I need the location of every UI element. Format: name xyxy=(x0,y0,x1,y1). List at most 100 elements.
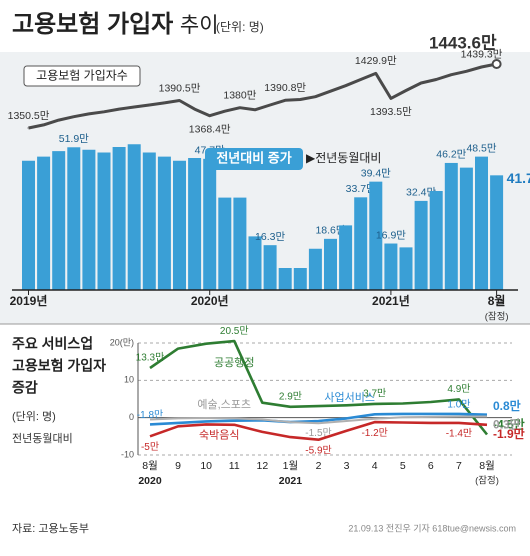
bar-value-label: 46.2만 xyxy=(436,149,466,161)
series-value-label: 3.7만 xyxy=(363,387,386,399)
line-value-label: 1429.9만 xyxy=(355,55,397,67)
bar xyxy=(475,156,488,290)
bar xyxy=(218,197,232,290)
legend-box xyxy=(23,65,141,87)
x-tick-label: 6 xyxy=(428,460,434,472)
legend-label: 전년대비 증가 xyxy=(216,150,291,165)
x-tick-label: 12 xyxy=(256,460,268,472)
legend-label: 고용보험 가입자수 xyxy=(36,69,128,83)
line-value-label: 1393.5만 xyxy=(370,106,412,118)
bar-value-label: 18.6만 xyxy=(315,225,345,237)
unit: (단위: 명) xyxy=(12,410,56,423)
bar xyxy=(308,248,322,290)
year-label: 2020 xyxy=(138,475,162,487)
series-name: 공공행정 xyxy=(214,356,254,369)
series-value-label: -1.4만 xyxy=(446,428,472,440)
line-value-label: 1443.6만 xyxy=(429,33,497,52)
x-tick-label: 10 xyxy=(200,460,212,472)
x-tick-label: 8월 xyxy=(488,293,506,308)
bar-value-label: 33.7만 xyxy=(346,183,376,195)
series-value-label: -1.9만 xyxy=(493,426,525,441)
line-value-label: 1390.8만 xyxy=(264,82,306,94)
bar xyxy=(188,158,202,290)
series-value-label: 4.9만 xyxy=(447,383,470,395)
year-label: 2021 xyxy=(279,475,303,487)
x-tick-label: 8월 xyxy=(142,460,158,472)
title-suffix: 추이 xyxy=(180,14,219,37)
series-value-label: 13.3만 xyxy=(136,352,165,364)
page-title: 고용보험 가입자 추이 xyxy=(12,11,219,38)
x-tick-label: 2 xyxy=(316,460,322,472)
note: ▶전년동월대비 xyxy=(306,151,381,165)
series-value-label: 20.5만 xyxy=(220,325,249,337)
bar xyxy=(339,225,353,290)
bar-value-label: 16.9만 xyxy=(376,229,406,241)
bar-value-label: 48.5만 xyxy=(466,142,496,154)
bar xyxy=(248,236,262,290)
x-tick-label: 11 xyxy=(229,460,240,472)
series-line xyxy=(149,412,488,426)
bar-value-label: 39.4만 xyxy=(361,167,391,179)
x-tick-label: 4 xyxy=(372,460,378,472)
title-main: 고용보험 가입자 xyxy=(12,11,173,38)
bar xyxy=(399,247,413,290)
x-tick-label: 1월 xyxy=(283,460,299,472)
bar xyxy=(354,197,368,290)
bar xyxy=(127,144,141,290)
bar xyxy=(429,191,443,290)
line-value-label: 1390.5만 xyxy=(159,82,201,94)
bar xyxy=(97,152,111,290)
y-tick-label: 20(만) xyxy=(110,337,134,347)
chart-title: 주요 서비스업 xyxy=(12,336,93,352)
x-tick-label: 8월 xyxy=(479,460,495,472)
series-value-label: -1.2만 xyxy=(361,427,387,439)
line-value-label: 1368.4만 xyxy=(189,123,231,135)
bar xyxy=(82,149,96,290)
credit: 21.09.13 전진우 기자 618tue@newsis.com xyxy=(348,523,516,533)
x-tick-label: 7 xyxy=(456,460,462,472)
bar xyxy=(52,151,66,290)
bar xyxy=(203,158,217,290)
series-value-label: 2.9만 xyxy=(279,390,302,402)
x-tick-label: 3 xyxy=(344,460,350,472)
bar xyxy=(490,175,504,290)
bar xyxy=(142,152,156,290)
chart-title: 고용보험 가입자 xyxy=(12,358,106,374)
annotation: (잠정) xyxy=(485,312,509,323)
bar-value-label: 16.3만 xyxy=(255,231,285,243)
line-value-label: 1350.5만 xyxy=(8,110,50,122)
y-tick-label: 10 xyxy=(124,375,134,385)
bar xyxy=(22,160,35,290)
series-line xyxy=(149,415,487,425)
series-value-label: -1.5만 xyxy=(305,427,331,439)
y-tick-label: -10 xyxy=(121,449,134,459)
bar xyxy=(67,147,81,290)
bar xyxy=(37,156,51,290)
x-tick-label: 9 xyxy=(175,460,181,472)
series-value-label: -5.9만 xyxy=(305,444,331,456)
line-value-label: 1439.3만 xyxy=(461,49,503,61)
series-value-label: -4.5만 xyxy=(493,417,525,432)
bar xyxy=(157,156,171,290)
bar xyxy=(444,162,458,290)
x-tick-label: 5 xyxy=(400,460,406,472)
series-name: 숙박음식 xyxy=(199,429,239,442)
series-line xyxy=(149,420,488,441)
note: 전년동월대비 xyxy=(12,432,73,445)
bar xyxy=(173,160,186,290)
x-tick-label: 2020년 xyxy=(191,294,229,308)
series-value-label: 0.8만 xyxy=(493,398,521,413)
series-value-label: -1.8만 xyxy=(137,409,163,421)
bar xyxy=(384,243,398,290)
bar xyxy=(233,197,247,290)
bar xyxy=(414,200,428,290)
bar xyxy=(278,268,292,290)
bar xyxy=(112,147,126,290)
bar-value-label: 32.4만 xyxy=(406,187,436,199)
x-tick-label: 2021년 xyxy=(372,294,410,308)
bar xyxy=(324,238,337,290)
bar xyxy=(263,245,277,290)
line-point xyxy=(491,59,502,69)
bar-value-label: 41.7만 xyxy=(507,170,530,186)
bar xyxy=(369,181,383,290)
